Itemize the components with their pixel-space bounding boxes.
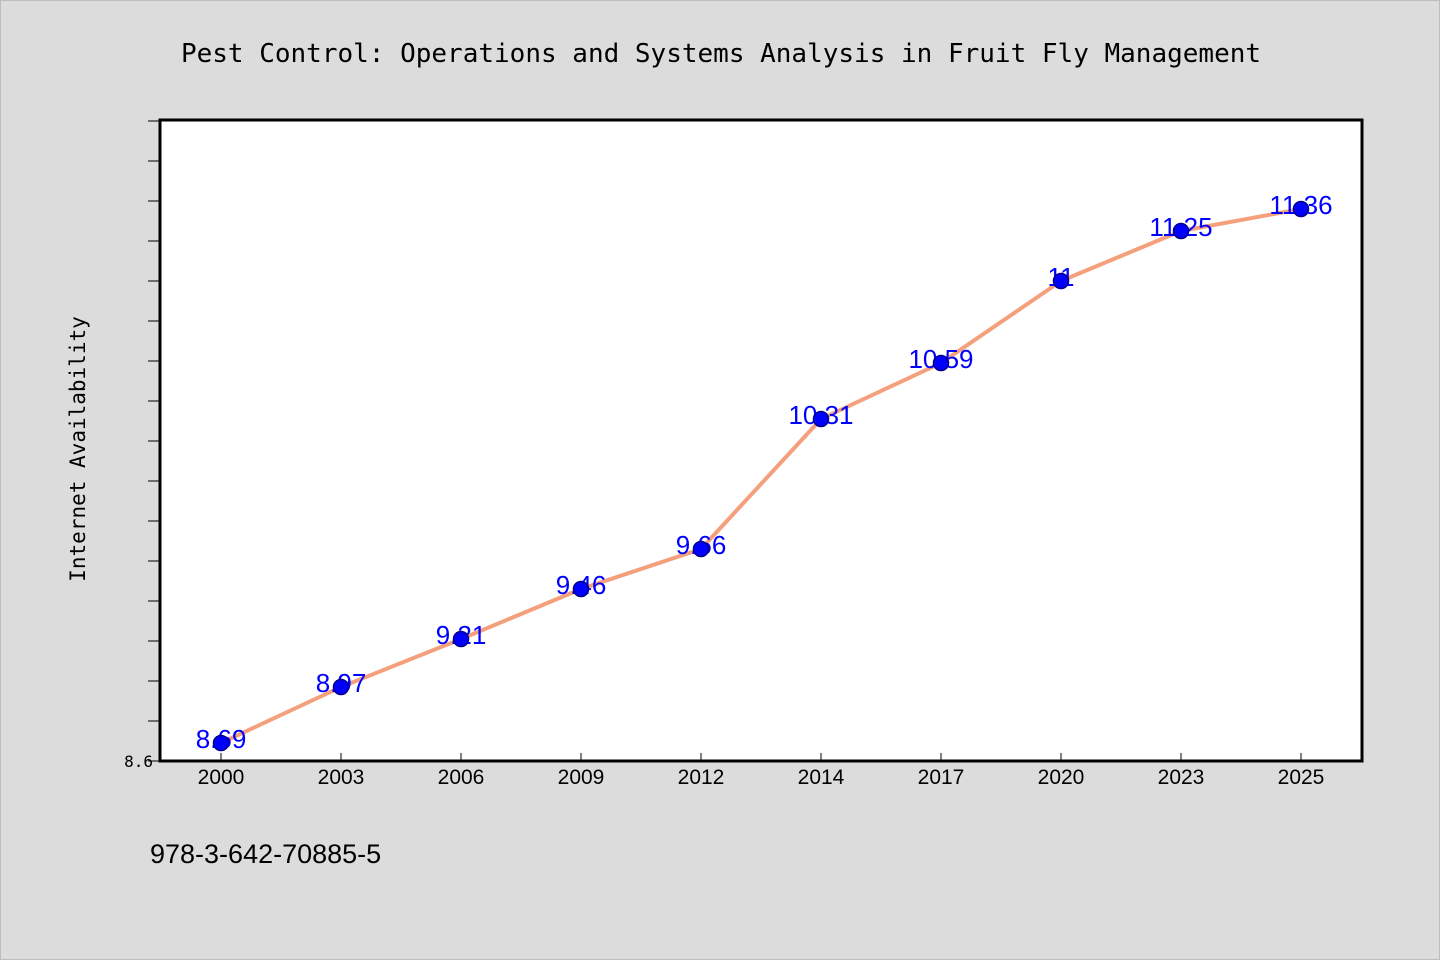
y-axis-label: Internet Availability [66, 316, 90, 582]
x-tick-label: 2006 [438, 766, 485, 789]
series-line [219, 207, 1303, 745]
data-point [692, 540, 710, 558]
x-tick-label: 2000 [198, 766, 245, 789]
data-point [1052, 272, 1070, 290]
plot-area [158, 118, 1364, 763]
x-tick-label: 2017 [918, 766, 965, 789]
data-point [332, 678, 350, 696]
x-axis-ticks: 2000 2003 2006 2009 2012 2014 2017 2020 2023 2025 [198, 753, 1325, 789]
data-markers [212, 200, 1310, 752]
x-tick-label: 2020 [1038, 766, 1085, 789]
x-tick-label: 2025 [1278, 766, 1325, 789]
chart-title: Pest Control: Operations and Systems Ana… [181, 39, 1261, 69]
x-tick-label: 2023 [1158, 766, 1205, 789]
data-point [932, 354, 950, 372]
footnote-isbn: 978-3-642-70885-5 [150, 839, 381, 869]
y-tick-label: 8.6 [124, 752, 153, 771]
y-axis-ticks: 8.6 [124, 120, 161, 771]
series-lines [219, 207, 1303, 745]
data-point [812, 410, 830, 428]
data-point [572, 580, 590, 598]
data-point [212, 734, 230, 752]
data-point [452, 630, 470, 648]
x-tick-label: 2012 [678, 766, 725, 789]
data-point [1292, 200, 1310, 218]
x-tick-label: 2003 [318, 766, 365, 789]
data-point [1172, 222, 1190, 240]
x-tick-label: 2009 [558, 766, 605, 789]
x-tick-label: 2014 [798, 766, 845, 789]
